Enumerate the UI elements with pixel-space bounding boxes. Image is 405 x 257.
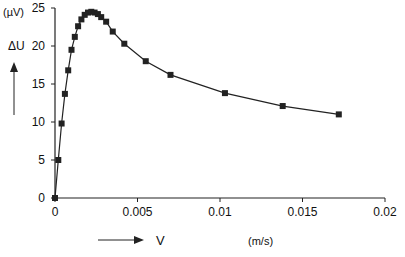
marker — [75, 23, 81, 29]
y-tick-label: 0 — [38, 191, 45, 205]
arrow — [98, 240, 140, 241]
y-label: ΔU — [8, 39, 25, 53]
x-tick-label: 0.01 — [208, 205, 232, 219]
x-tick — [137, 198, 138, 202]
y-tick — [51, 160, 55, 161]
marker — [168, 72, 174, 78]
marker — [110, 29, 116, 35]
marker — [103, 19, 109, 25]
marker — [222, 90, 228, 96]
y-tick-label: 20 — [32, 39, 46, 53]
plot-area — [52, 9, 342, 201]
marker — [62, 91, 68, 97]
marker — [121, 41, 127, 47]
arrow — [14, 66, 15, 115]
x-tick-label: 0 — [52, 205, 59, 219]
y-tick — [51, 8, 55, 9]
y-tick-label: 25 — [32, 1, 46, 15]
y-tick-label: 10 — [32, 115, 46, 129]
y-tick — [51, 122, 55, 123]
marker — [280, 103, 286, 109]
marker — [336, 111, 342, 117]
x-tick — [302, 198, 303, 202]
series-line — [55, 12, 339, 198]
x-tick-label: 0.005 — [122, 205, 152, 219]
x-tick-label: 0.02 — [373, 205, 397, 219]
y-unit: (µV) — [3, 6, 24, 18]
y-tick — [51, 84, 55, 85]
marker — [143, 58, 149, 64]
marker — [55, 157, 61, 163]
marker — [59, 121, 65, 127]
marker — [72, 34, 78, 40]
y-tick-label: 15 — [32, 77, 46, 91]
marker — [52, 195, 58, 201]
y-axis — [54, 8, 55, 198]
x-label: V — [156, 233, 165, 248]
chart: 0 5 10 15 20 25 0 0.005 0.01 0.015 0.02 (µV) ΔU V (m/s… — [0, 0, 405, 257]
arrowhead — [134, 236, 144, 244]
arrowhead — [10, 62, 18, 72]
x-tick — [385, 198, 386, 202]
marker — [69, 47, 75, 53]
marker — [65, 67, 71, 73]
y-tick-label: 5 — [38, 153, 45, 167]
y-tick — [51, 46, 55, 47]
x-tick — [220, 198, 221, 202]
x-tick-label: 0.015 — [287, 205, 317, 219]
x-unit: (m/s) — [248, 235, 273, 247]
